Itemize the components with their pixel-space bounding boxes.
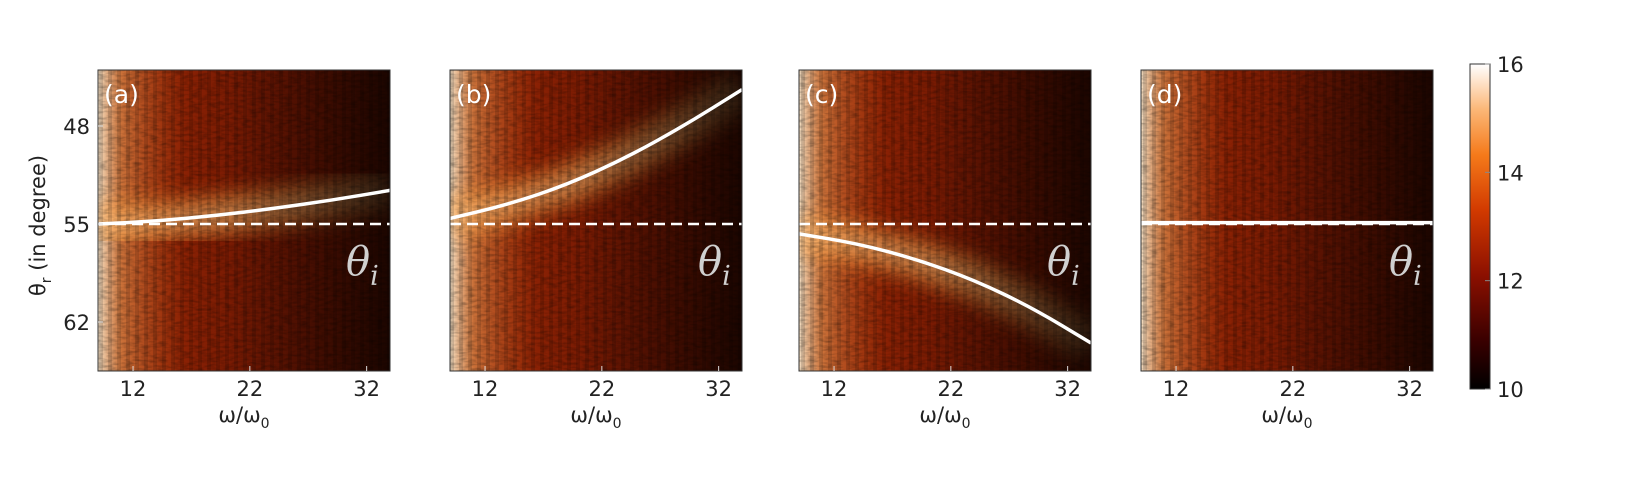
- colorbar-tick-label: 10: [1497, 378, 1524, 402]
- x-tick-label: 22: [236, 377, 263, 401]
- x-tick-label: 32: [705, 377, 732, 401]
- colorbar: 10 12 14 16: [1469, 53, 1524, 402]
- y-tick-label: 62: [63, 311, 90, 335]
- panel-frame: [1140, 69, 1434, 372]
- x-tick-label: 22: [937, 377, 964, 401]
- heatmap-image: [450, 70, 742, 371]
- colorbar-tick-label: 12: [1497, 270, 1524, 294]
- panel-frame: [449, 69, 743, 372]
- heatmap-image: [799, 70, 1091, 371]
- panel-frame: [798, 69, 1092, 372]
- x-axis-label: ω/ω0: [919, 403, 970, 432]
- x-tick-label: 12: [1163, 377, 1190, 401]
- x-tick-label: 32: [1054, 377, 1081, 401]
- y-axis-label: θr (in degree): [26, 155, 55, 296]
- panel-a: (a) θi 12 22 32 ω/ω0 48 55 62 θr (in degree): [26, 69, 391, 432]
- x-tick-label: 12: [472, 377, 499, 401]
- x-axis-label: ω/ω0: [218, 403, 269, 432]
- x-axis-label: ω/ω0: [570, 403, 621, 432]
- reflection-angle-curve: [450, 88, 742, 221]
- reflection-angle-curve: [799, 232, 1091, 345]
- panel-label: (b): [456, 80, 491, 109]
- heatmap-image: [1141, 70, 1433, 371]
- x-axis-label: ω/ω0: [1261, 403, 1312, 432]
- panel-label: (a): [104, 80, 139, 109]
- x-tick-label: 22: [1279, 377, 1306, 401]
- x-tick-label: 12: [821, 377, 848, 401]
- x-tick-label: 22: [588, 377, 615, 401]
- y-tick-label: 48: [63, 115, 90, 139]
- reflection-angle-curve: [98, 188, 390, 226]
- panel-label: (c): [805, 80, 838, 109]
- panel-frame: [97, 69, 391, 372]
- y-tick-label: 55: [63, 213, 90, 237]
- x-tick-label: 12: [120, 377, 147, 401]
- colorbar-tick-label: 16: [1497, 53, 1524, 77]
- x-tick-label: 32: [1396, 377, 1423, 401]
- colorbar-gradient: [1469, 63, 1491, 390]
- panel-label: (d): [1147, 80, 1182, 109]
- heatmap-image: [98, 70, 390, 371]
- theta-i-annotation: θi: [346, 239, 379, 292]
- colorbar-tick-label: 14: [1497, 161, 1524, 185]
- x-tick-label: 32: [353, 377, 380, 401]
